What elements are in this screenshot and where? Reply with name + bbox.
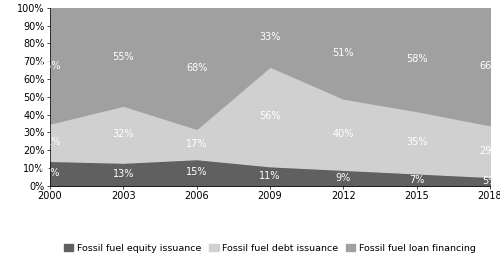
Text: 58%: 58% <box>406 54 427 64</box>
Text: 65%: 65% <box>39 61 61 71</box>
Text: 33%: 33% <box>260 32 280 42</box>
Text: 17%: 17% <box>186 139 208 149</box>
Text: 55%: 55% <box>112 52 134 62</box>
Text: 15%: 15% <box>186 167 208 178</box>
Text: 40%: 40% <box>332 129 354 139</box>
Text: 7%: 7% <box>409 174 424 184</box>
Text: 51%: 51% <box>332 48 354 58</box>
Legend: Fossil fuel equity issuance, Fossil fuel debt issuance, Fossil fuel loan financi: Fossil fuel equity issuance, Fossil fuel… <box>60 240 480 257</box>
Text: 32%: 32% <box>112 129 134 139</box>
Text: 66%: 66% <box>480 61 500 71</box>
Text: 35%: 35% <box>406 137 427 147</box>
Text: 13%: 13% <box>112 169 134 179</box>
Text: 56%: 56% <box>259 111 281 121</box>
Text: 21%: 21% <box>39 137 61 147</box>
Text: 29%: 29% <box>479 146 500 156</box>
Text: 9%: 9% <box>336 173 351 183</box>
Text: 14%: 14% <box>40 168 60 178</box>
Text: 68%: 68% <box>186 63 208 73</box>
Text: 5%: 5% <box>482 176 498 186</box>
Text: 11%: 11% <box>260 171 280 181</box>
